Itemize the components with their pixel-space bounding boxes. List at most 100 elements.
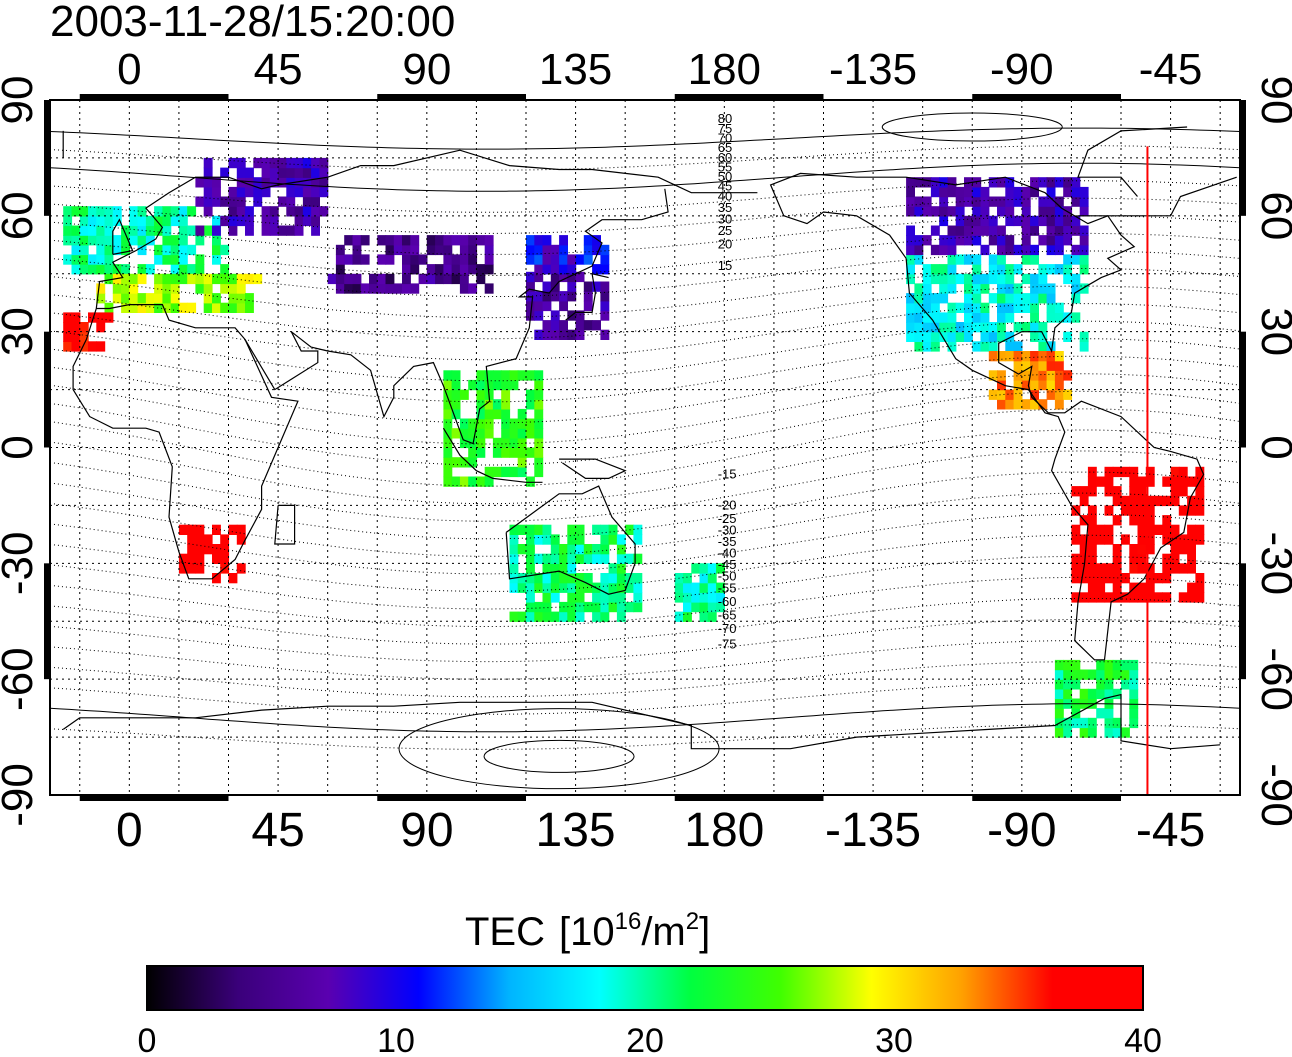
tec-cell [79,341,89,352]
tec-cell [484,399,494,410]
tec-cell [145,302,155,313]
bottom-scale-bar [674,795,824,801]
tec-cell [212,254,221,265]
tec-cell [600,611,610,622]
tec-cell [939,293,949,304]
tec-cell [707,573,717,584]
tec-cell [1145,524,1155,535]
tec-cell [402,283,411,294]
tec-cell [203,206,213,217]
tec-cell [1054,244,1064,256]
x-tick-label-bottom: 180 [684,804,764,857]
tec-cell [1112,659,1122,671]
x-axis-bottom-labels: 0 45 90 135 180 -135 -90 -45 [116,804,1205,857]
tec-cell [939,235,949,246]
tec-cell [459,264,469,275]
tec-cell [426,264,436,275]
tec-cell [484,254,494,265]
tec-cell [592,235,601,246]
tec-cell [1170,534,1180,545]
tec-cell [170,215,180,227]
x-tick-label-top: 180 [688,45,761,94]
x-tick-label-bottom: -45 [1136,804,1205,857]
tec-cell [526,534,535,545]
tec-cell [228,196,238,207]
tec-cell [236,206,246,217]
tec-cell [1170,476,1180,487]
tec-cell [906,206,915,217]
tec-cell [228,157,238,169]
tec-cell [352,254,362,265]
tec-cell [212,273,221,285]
tec-cell [236,293,246,304]
tec-cell [542,254,552,265]
tec-cell [88,312,97,323]
tec-cell [63,341,73,352]
tec-cell [567,271,577,283]
tec-cell [980,186,990,198]
tec-cell [1145,515,1155,526]
tec-cell [542,611,552,622]
tec-cell [964,331,973,342]
tec-cell [600,264,610,275]
tec-cell [335,244,345,256]
tec-cell [245,206,254,217]
tec-cell [1063,225,1073,236]
tec-cell [583,553,593,564]
tec-cell [955,302,965,313]
tec-cell [575,329,585,340]
tec-cell [906,273,915,285]
coastline [274,504,296,545]
tec-cell [1079,534,1089,545]
tec-cell [1096,592,1106,603]
tec-cell [922,273,932,285]
mag-lat-contour [50,724,1240,750]
tec-cell [212,293,221,304]
x-tick-label-bottom: 90 [400,804,453,857]
tec-cell [1013,341,1023,352]
tec-cell [1063,312,1073,323]
tec-cell [1187,582,1196,593]
tec-cell [997,322,1006,333]
tec-cell [302,157,312,169]
tec-cell [178,264,188,275]
mag-lat-contour [50,145,1240,171]
tec-cell [212,225,221,236]
tec-cell [517,582,527,593]
tec-cell [575,601,585,613]
tec-cell [195,177,205,188]
tec-cell [468,283,478,294]
tec-cell [997,302,1006,313]
tec-cell [567,601,577,613]
tec-cell [1087,524,1097,535]
tec-cell [988,322,998,333]
mag-lat-contour [50,534,1240,592]
tec-cell [608,601,618,613]
tec-cell [559,582,568,593]
y-tick-label-left: 0 [0,435,42,459]
tec-cell [964,273,973,285]
tec-cell [1013,186,1023,198]
tec-cell [1104,679,1114,690]
tec-cell [1129,592,1139,603]
colorbar-label: TEC [465,910,545,954]
tec-cell [997,273,1006,285]
tec-cell [1054,177,1064,188]
tec-cell [1137,534,1147,545]
tec-cell [592,281,601,292]
tec-cell [1079,254,1089,265]
tec-cell [501,447,511,458]
tec-cell [550,553,560,564]
tec-cell [1071,524,1081,535]
tec-cell [1046,312,1056,323]
tec-cell [426,235,436,246]
tec-cell [96,341,106,352]
tec-cell [1079,592,1089,603]
tec-cell [707,563,717,574]
mag-lat-contour [50,355,1240,424]
tec-cell [459,244,469,256]
tec-cell [914,177,924,188]
colorbar-unit-exponent: 16 [615,908,642,935]
tec-cell [302,206,312,217]
tec-cell [410,254,420,265]
